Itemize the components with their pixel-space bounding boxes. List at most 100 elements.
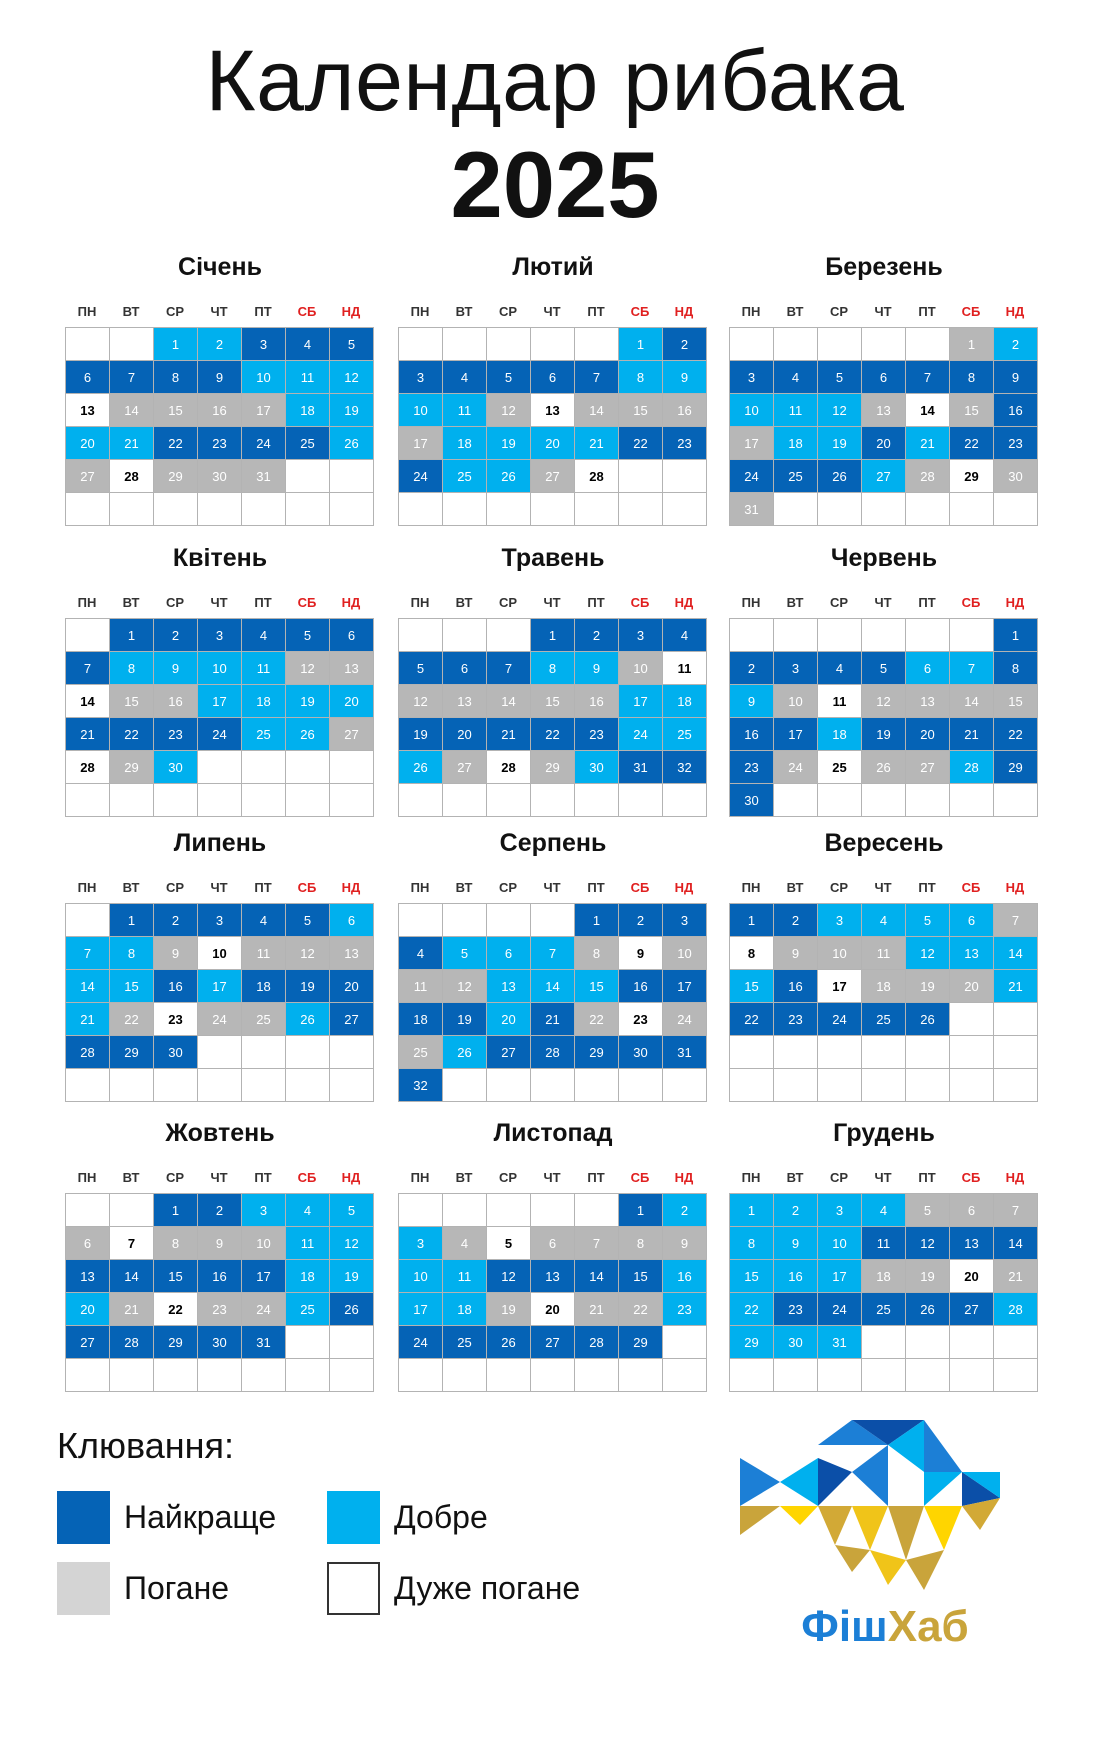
logo-tri	[818, 1458, 852, 1506]
empty-cell	[950, 1069, 994, 1102]
day-cell: 17	[242, 1260, 286, 1293]
month-calendar: Вересень ПН ВТ СР ЧТ ПТ СБ НД 1 2 3 4 5 6 7 8 9 10 11 12 13 1…	[729, 828, 1039, 1102]
day-cell: 3	[399, 1227, 443, 1260]
day-cell: 2	[774, 1194, 818, 1227]
day-cell: 28	[66, 751, 110, 784]
day-cell: 22	[154, 427, 198, 460]
day-cell: 9	[994, 361, 1038, 394]
weekday-label: СР	[165, 304, 185, 319]
month-calendar: Березень ПН ВТ СР ЧТ ПТ СБ НД 1 2 3 4 5 6 7 8 9 10 11 12 13 1…	[729, 252, 1039, 526]
day-cell: 11	[286, 1227, 330, 1260]
month-calendar: Грудень ПН ВТ СР ЧТ ПТ СБ НД 1 2 3 4 5 6 7 8 9 10 11 12 13 14…	[729, 1118, 1039, 1392]
month-name: Вересень	[824, 829, 944, 857]
day-cell: 30	[575, 751, 619, 784]
empty-cell	[443, 1069, 487, 1102]
day-cell: 6	[330, 619, 374, 652]
day-cell: 8	[575, 937, 619, 970]
day-cell: 21	[110, 427, 154, 460]
day-cell: 9	[774, 1227, 818, 1260]
day-cell: 14	[66, 970, 110, 1003]
day-cell: 30	[994, 460, 1038, 493]
empty-cell	[862, 328, 906, 361]
day-cell: 26	[487, 1326, 531, 1359]
month-name: Липень	[173, 829, 267, 857]
day-cell: 16	[575, 685, 619, 718]
empty-cell	[399, 328, 443, 361]
weekday-label: СР	[829, 880, 849, 895]
empty-cell	[994, 1036, 1038, 1069]
day-cell: 5	[906, 1194, 950, 1227]
day-cell: 8	[619, 1227, 663, 1260]
day-cell: 20	[66, 427, 110, 460]
empty-cell	[818, 1359, 862, 1392]
logo-tri	[888, 1445, 924, 1506]
day-cell: 13	[443, 685, 487, 718]
empty-cell	[110, 784, 154, 817]
day-cell: 20	[862, 427, 906, 460]
day-cell: 23	[198, 1293, 242, 1326]
day-cell: 19	[443, 1003, 487, 1036]
day-cell: 21	[66, 718, 110, 751]
day-cell: 1	[950, 328, 994, 361]
day-cell: 18	[286, 1260, 330, 1293]
weekday-header: ПН ВТ СР ЧТ ПТ СБ НД	[65, 593, 375, 613]
empty-cell	[619, 1069, 663, 1102]
empty-cell	[487, 1194, 531, 1227]
empty-cell	[242, 751, 286, 784]
day-cell: 5	[818, 361, 862, 394]
weekday-label: ЧТ	[543, 1170, 561, 1185]
day-cell: 31	[663, 1036, 707, 1069]
month-calendar: Лютий ПН ВТ СР ЧТ ПТ СБ НД 1 2 3 4 5 6 7 8 9 10 11 12 13 14 15…	[398, 252, 708, 526]
month-name: Червень	[830, 544, 938, 572]
day-cell: 13	[66, 1260, 110, 1293]
empty-cell	[994, 493, 1038, 526]
day-cell: 14	[66, 685, 110, 718]
empty-cell	[730, 328, 774, 361]
day-cell: 27	[66, 460, 110, 493]
legend-swatch-best	[57, 1491, 110, 1544]
empty-cell	[575, 1069, 619, 1102]
day-cell: 28	[906, 460, 950, 493]
day-cell: 22	[531, 718, 575, 751]
weekday-label: СБ	[297, 1170, 317, 1185]
empty-cell	[950, 619, 994, 652]
day-cell: 16	[619, 970, 663, 1003]
day-cell: 27	[531, 1326, 575, 1359]
day-cell: 30	[154, 751, 198, 784]
day-cell: 24	[619, 718, 663, 751]
weekday-label: ПТ	[918, 880, 936, 895]
day-cell: 19	[330, 1260, 374, 1293]
day-cell: 3	[663, 904, 707, 937]
empty-cell	[619, 493, 663, 526]
day-cell: 13	[906, 685, 950, 718]
day-cell: 20	[950, 970, 994, 1003]
day-cell: 25	[242, 1003, 286, 1036]
day-cell: 3	[198, 904, 242, 937]
weekday-header: ПН ВТ СР ЧТ ПТ СБ НД	[398, 302, 708, 322]
weekday-label: НД	[1005, 304, 1025, 319]
month-name: Квітень	[172, 544, 268, 572]
day-cell: 19	[862, 718, 906, 751]
empty-cell	[110, 1069, 154, 1102]
day-cell: 20	[66, 1293, 110, 1326]
month-name: Грудень	[833, 1119, 935, 1147]
day-cell: 28	[575, 1326, 619, 1359]
day-cell: 10	[730, 394, 774, 427]
day-cell: 1	[619, 328, 663, 361]
day-cell: 9	[198, 361, 242, 394]
day-cell: 8	[154, 361, 198, 394]
day-cell: 13	[66, 394, 110, 427]
empty-cell	[531, 493, 575, 526]
day-cell: 24	[198, 718, 242, 751]
day-cell: 17	[730, 427, 774, 460]
day-cell: 7	[950, 652, 994, 685]
day-cell: 7	[66, 652, 110, 685]
day-cell: 12	[487, 1260, 531, 1293]
day-cell: 3	[774, 652, 818, 685]
day-cell: 18	[443, 427, 487, 460]
day-cell: 1	[110, 619, 154, 652]
logo-tri	[962, 1498, 1000, 1530]
day-cell: 7	[994, 1194, 1038, 1227]
day-cell: 26	[286, 1003, 330, 1036]
empty-cell	[774, 619, 818, 652]
